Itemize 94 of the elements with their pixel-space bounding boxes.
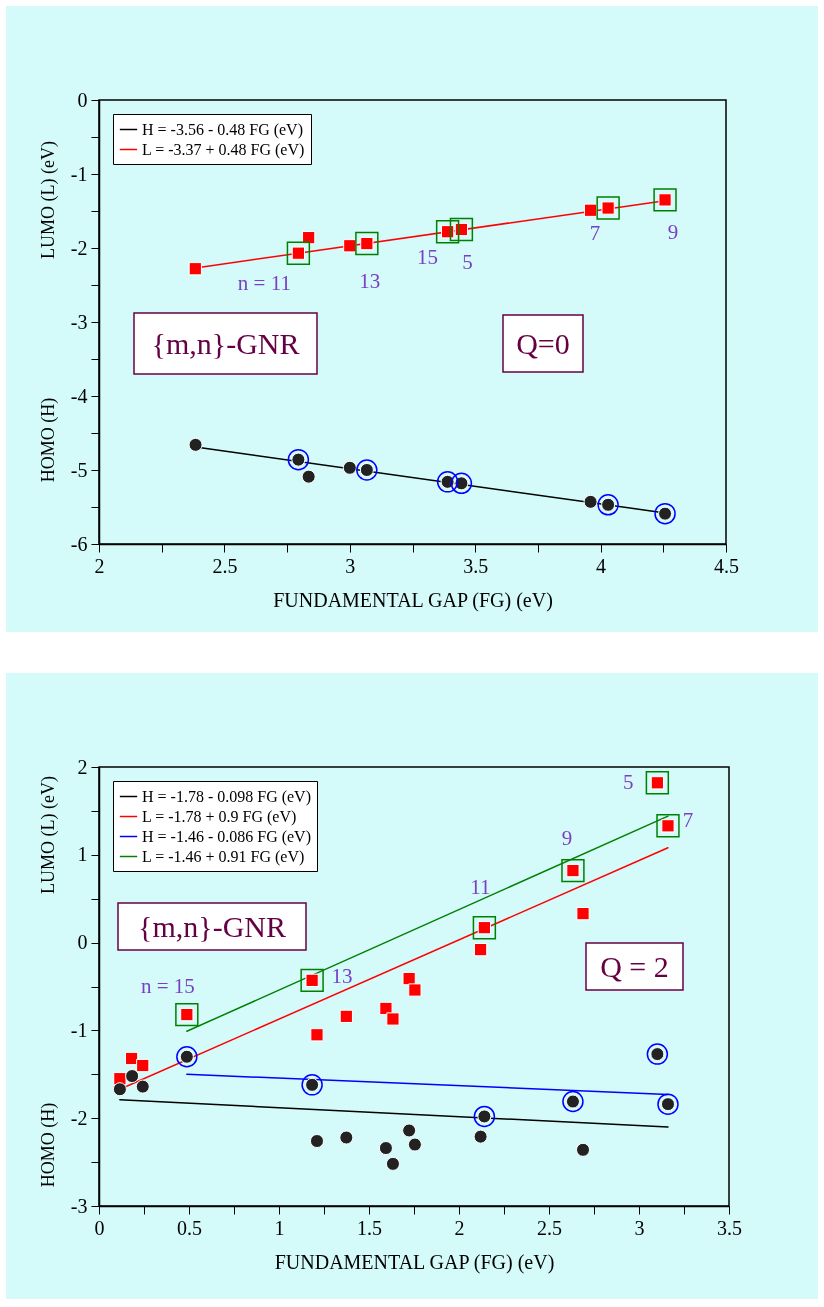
x-tick-label: 4 bbox=[596, 554, 607, 577]
point bbox=[473, 943, 488, 957]
point bbox=[583, 203, 598, 217]
annotation: {m,n}-GNR bbox=[151, 326, 300, 360]
legend-label: H = -1.78 - 0.098 FG (eV) bbox=[142, 787, 311, 806]
legend-label: L = -1.78 + 0.9 FG (eV) bbox=[142, 807, 297, 826]
point bbox=[286, 241, 311, 265]
y-tick-label: -5 bbox=[70, 458, 88, 481]
point bbox=[576, 1142, 591, 1157]
point bbox=[310, 1028, 324, 1042]
legend-label: L = -1.46 + 0.91 FG (eV) bbox=[142, 847, 305, 866]
point bbox=[561, 858, 585, 883]
text: HOMO (H) bbox=[38, 1102, 58, 1188]
point bbox=[645, 771, 670, 795]
y-tick-label: 1 bbox=[77, 843, 88, 866]
point bbox=[385, 1156, 400, 1171]
point bbox=[355, 231, 379, 256]
point bbox=[576, 907, 590, 921]
point bbox=[386, 1012, 400, 1026]
point bbox=[175, 1002, 199, 1027]
x-tick-label: 1 bbox=[274, 1216, 285, 1239]
point bbox=[112, 1082, 127, 1097]
legend-label: H = -1.46 - 0.086 FG (eV) bbox=[142, 827, 311, 846]
y-tick-label: 0 bbox=[77, 88, 88, 111]
point bbox=[408, 983, 422, 997]
point bbox=[653, 188, 677, 212]
point bbox=[300, 968, 324, 993]
annotation: 9 bbox=[667, 219, 679, 244]
point bbox=[472, 915, 497, 940]
text: HOMO (H) bbox=[38, 397, 58, 483]
point bbox=[596, 196, 620, 220]
point bbox=[301, 469, 316, 484]
point bbox=[124, 1051, 139, 1066]
annotation: 5 bbox=[462, 249, 473, 274]
y-tick-label: -1 bbox=[70, 1018, 88, 1041]
annotation: 13 bbox=[331, 964, 353, 989]
x-tick-label: 4.5 bbox=[714, 554, 739, 577]
x-tick-label: 3.5 bbox=[717, 1216, 742, 1239]
x-tick-label: 2 bbox=[454, 1216, 465, 1239]
y-tick-label: -3 bbox=[70, 310, 88, 333]
point bbox=[449, 217, 474, 242]
annotation: 7 bbox=[682, 807, 694, 832]
y-tick-label: -4 bbox=[70, 384, 88, 407]
point bbox=[136, 1058, 150, 1073]
x-axis-title: FUNDAMENTAL GAP (FG) (eV) bbox=[273, 588, 553, 612]
point bbox=[378, 1141, 393, 1156]
x-axis-title: FUNDAMENTAL GAP (FG) (eV) bbox=[274, 1250, 555, 1274]
point bbox=[656, 814, 680, 838]
annotation: Q = 2 bbox=[600, 949, 669, 983]
annotation: 5 bbox=[623, 769, 634, 794]
point bbox=[407, 1137, 422, 1152]
point bbox=[135, 1079, 150, 1094]
annotation: 15 bbox=[417, 244, 439, 269]
x-tick-label: 3 bbox=[345, 554, 356, 577]
annotation: {m,n}-GNR bbox=[138, 909, 286, 943]
x-tick-label: 2 bbox=[94, 554, 105, 577]
y-tick-label: 2 bbox=[77, 755, 88, 778]
x-tick-label: 3.5 bbox=[463, 554, 489, 577]
y-tick-label: -1 bbox=[70, 162, 88, 185]
annotation: 9 bbox=[561, 825, 573, 850]
point bbox=[402, 1123, 417, 1138]
annotation: 7 bbox=[589, 221, 601, 246]
annotation: n = 11 bbox=[237, 271, 291, 296]
point bbox=[339, 1130, 354, 1145]
point bbox=[188, 437, 203, 452]
x-tick-label: 1.5 bbox=[357, 1216, 382, 1239]
legend-label: H = -3.56 - 0.48 FG (eV) bbox=[142, 120, 303, 139]
point bbox=[188, 262, 202, 276]
point bbox=[339, 1009, 353, 1023]
text: LUMO (L) (eV) bbox=[38, 141, 58, 259]
annotation: 13 bbox=[359, 268, 381, 293]
annotation: 11 bbox=[470, 874, 491, 899]
point bbox=[402, 971, 416, 986]
point bbox=[309, 1134, 324, 1149]
annotation: n = 15 bbox=[140, 973, 195, 998]
point bbox=[125, 1069, 140, 1084]
x-tick-label: 2.5 bbox=[537, 1216, 562, 1239]
y-tick-label: -6 bbox=[70, 532, 88, 555]
annotation: Q=0 bbox=[516, 326, 570, 360]
x-tick-label: 3 bbox=[634, 1216, 645, 1239]
point bbox=[343, 239, 357, 253]
y-tick-label: 0 bbox=[77, 931, 88, 954]
y-tick-label: -2 bbox=[70, 1106, 88, 1129]
text: LUMO (L) (eV) bbox=[38, 776, 58, 894]
x-tick-label: 0.5 bbox=[177, 1216, 202, 1239]
point bbox=[583, 494, 598, 509]
y-tick-label: -2 bbox=[70, 236, 88, 259]
x-tick-label: 0 bbox=[94, 1216, 105, 1239]
point bbox=[342, 460, 357, 475]
x-tick-label: 2.5 bbox=[212, 554, 238, 577]
point bbox=[473, 1129, 488, 1144]
point bbox=[435, 220, 460, 244]
y-tick-label: -3 bbox=[70, 1194, 88, 1217]
legend-label: L = -3.37 + 0.48 FG (eV) bbox=[142, 140, 305, 159]
